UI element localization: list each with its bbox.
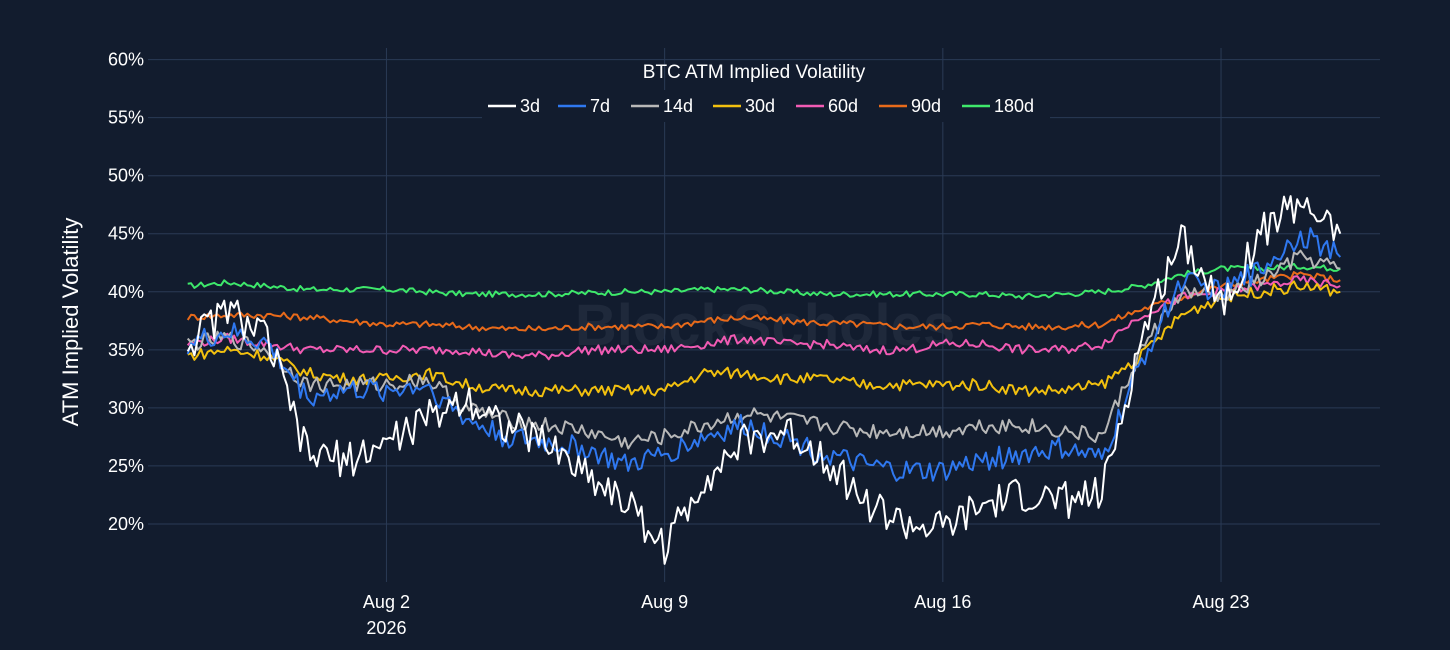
y-tick-label: 20%: [108, 514, 144, 534]
x-tick-label: Aug 16: [914, 592, 971, 612]
y-tick-label: 25%: [108, 456, 144, 476]
x-tick-labels: Aug 2 2026 Aug 9 Aug 16 Aug 23: [363, 592, 1250, 638]
x-tick-label: Aug 9: [641, 592, 688, 612]
x-tick-year-label: 2026: [366, 618, 406, 638]
legend-label-14d: 14d: [663, 96, 693, 116]
legend: 3d 7d 14d 30d 60d 90d 180d: [482, 90, 1050, 122]
x-tick-label: Aug 2: [363, 592, 410, 612]
y-tick-labels: 20% 25% 30% 35% 40% 45% 50% 55% 60%: [108, 50, 144, 534]
series-line-7d: [186, 227, 1342, 482]
chart-title: BTC ATM Implied Volatility: [643, 62, 866, 83]
series-line-180d: [187, 262, 1341, 300]
legend-label-180d: 180d: [994, 96, 1034, 116]
y-tick-label: 40%: [108, 282, 144, 302]
y-tick-label: 45%: [108, 224, 144, 244]
grid-layer: [148, 48, 1380, 582]
y-tick-label: 50%: [108, 166, 144, 186]
legend-label-60d: 60d: [828, 96, 858, 116]
y-tick-label: 55%: [108, 108, 144, 128]
y-tick-label: 60%: [108, 50, 144, 70]
series-line-14d: [186, 249, 1341, 450]
legend-label-7d: 7d: [590, 96, 610, 116]
series-line-30d: [187, 280, 1341, 398]
y-tick-label: 35%: [108, 340, 144, 360]
legend-label-90d: 90d: [911, 96, 941, 116]
series-layer: [186, 195, 1342, 565]
legend-label-3d: 3d: [520, 96, 540, 116]
y-axis-title: ATM Implied Volatility: [58, 218, 83, 427]
x-tick-label: Aug 23: [1193, 592, 1250, 612]
series-line-3d: [186, 195, 1342, 565]
series-line-60d: [186, 275, 1341, 361]
y-tick-label: 30%: [108, 398, 144, 418]
series-line-90d: [186, 271, 1341, 332]
legend-label-30d: 30d: [745, 96, 775, 116]
